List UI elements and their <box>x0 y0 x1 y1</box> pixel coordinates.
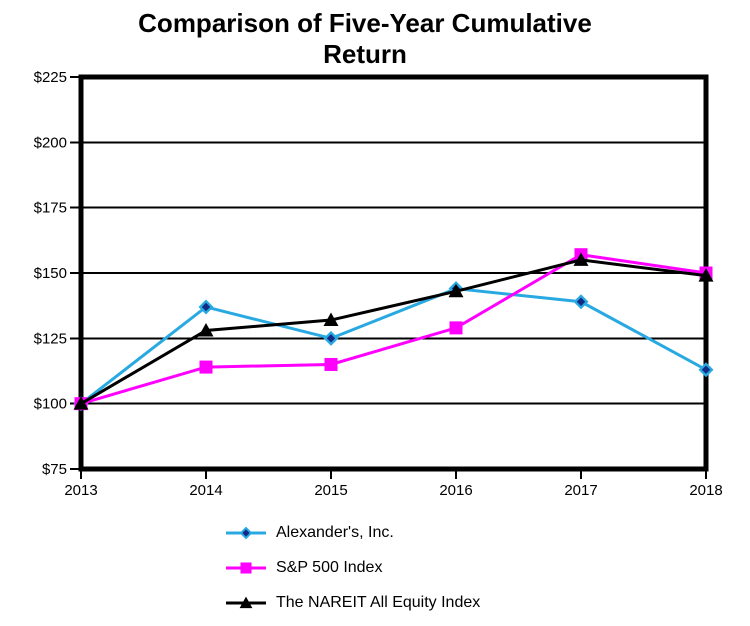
square-marker <box>324 357 338 371</box>
y-axis-label: $200 <box>34 134 67 151</box>
y-axis-label: $100 <box>34 396 67 413</box>
triangle-marker <box>698 268 714 282</box>
diamond-marker-center <box>242 529 250 537</box>
triangle-marker <box>198 322 214 337</box>
legend-item-nareit: The NAREIT All Equity Index <box>225 593 480 613</box>
legend-label-alexanders: Alexander's, Inc. <box>276 524 394 541</box>
diamond-marker-center <box>201 302 211 312</box>
diamond-marker-center <box>576 297 586 306</box>
legend-item-alexanders: Alexander's, Inc. <box>225 523 480 543</box>
triangle-marker <box>73 396 89 410</box>
chart-title: Comparison of Five-Year Cumulative Retur… <box>138 8 592 69</box>
square-marker <box>199 360 213 374</box>
x-axis-label: 2015 <box>314 482 347 499</box>
diamond-marker-center <box>326 334 336 343</box>
series-line-diamond <box>80 287 707 405</box>
five-year-cumulative-return-chart: $225 $200 $175 $150 $125 $100 $75 2013 2014 2015 2… <box>34 69 723 499</box>
square-marker <box>449 321 463 335</box>
y-axis-label: $75 <box>42 461 67 478</box>
triangle-marker <box>239 596 253 609</box>
y-axis-label: $150 <box>34 265 67 282</box>
legend-label-sp500: S&P 500 Index <box>276 559 383 576</box>
x-axis-label: 2016 <box>439 482 472 499</box>
y-axis-label: $175 <box>34 200 67 217</box>
x-axis-label: 2018 <box>689 482 722 499</box>
legend-item-sp500: S&P 500 Index <box>225 558 480 578</box>
x-axis-label: 2017 <box>564 482 597 499</box>
legend-diamond-marker-icon <box>226 526 266 540</box>
x-axis-label: 2013 <box>64 482 97 499</box>
x-axis-label: 2014 <box>189 482 222 499</box>
diamond-marker-center <box>701 365 711 374</box>
triangle-marker <box>323 312 339 327</box>
chart-legend: Alexander's, Inc. S&P 500 Index The NARE… <box>225 523 480 626</box>
series-line-square <box>80 253 707 406</box>
triangle-marker <box>573 252 589 266</box>
series-line-triangle <box>80 258 707 405</box>
y-axis-label: $125 <box>34 330 67 347</box>
legend-triangle-marker-icon <box>226 596 266 609</box>
legend-square-marker-icon <box>226 562 266 574</box>
legend-label-nareit: The NAREIT All Equity Index <box>276 594 481 611</box>
triangle-marker <box>448 283 464 298</box>
y-axis-label: $225 <box>34 69 67 86</box>
square-marker <box>240 562 252 574</box>
